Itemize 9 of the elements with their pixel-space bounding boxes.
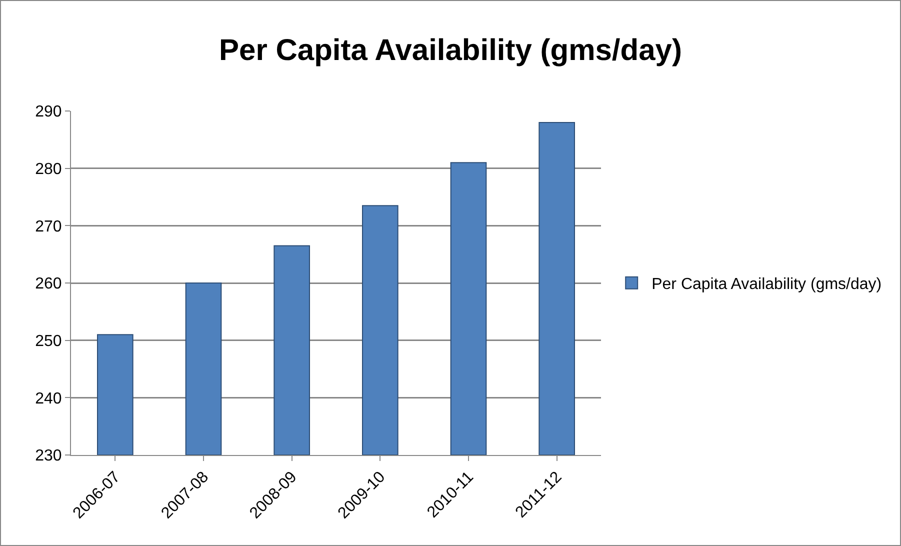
y-tick-label: 280 (35, 160, 62, 178)
y-tick-label: 230 (35, 448, 62, 465)
y-tick-label: 240 (35, 390, 62, 408)
y-tick-label: 250 (35, 332, 62, 350)
y-tick-label: 270 (35, 218, 62, 236)
chart-title: Per Capita Availability (gms/day) (219, 34, 682, 68)
y-tick-label: 290 (35, 104, 62, 121)
legend-label: Per Capita Availability (gms/day) (652, 276, 882, 294)
y-tick-label: 260 (35, 276, 62, 293)
